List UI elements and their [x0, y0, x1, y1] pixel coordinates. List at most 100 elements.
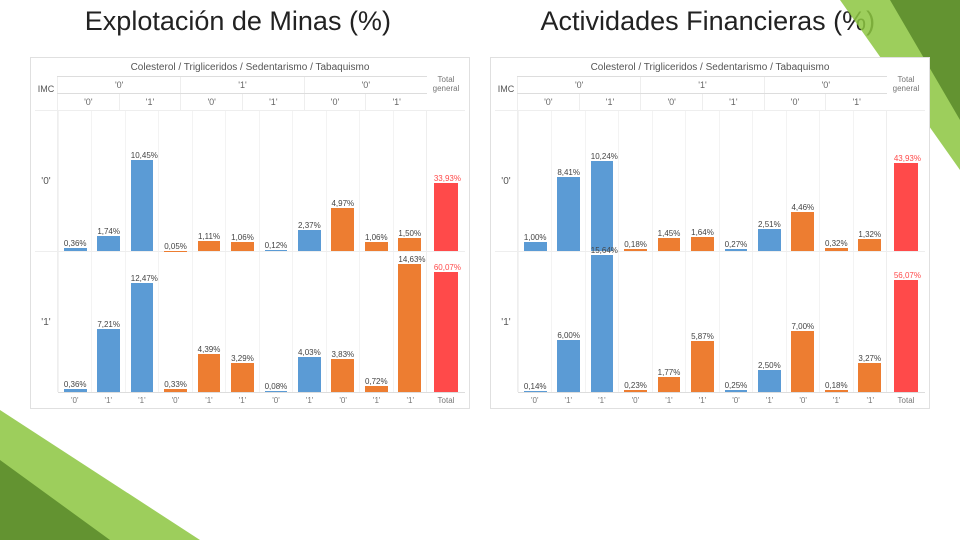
bar: 3,29%: [231, 363, 254, 392]
bar: 6,00%: [557, 340, 580, 393]
x-axis-label: '1': [686, 392, 720, 408]
bar-cell: 0,25%: [719, 252, 752, 392]
row-label: '0': [495, 111, 518, 251]
bar-value-label: 1,32%: [858, 230, 881, 239]
bar-cell: 4,03%: [292, 252, 325, 392]
header-sub-cell: '0': [180, 94, 242, 110]
x-axis-label: '1': [853, 392, 887, 408]
bar: 14,63%: [398, 264, 421, 392]
x-axis-label: '1': [820, 392, 854, 408]
header-sub-cell: '1': [702, 94, 764, 110]
bar: 5,87%: [691, 341, 714, 392]
bar-value-label: 5,87%: [691, 332, 714, 341]
bar: 4,03%: [298, 357, 321, 392]
bar-value-label: 0,72%: [365, 377, 388, 386]
bar: 1,00%: [524, 242, 547, 251]
bar-value-label: 1,11%: [198, 232, 221, 241]
bar: 1,74%: [97, 236, 120, 251]
total-value-label: 56,07%: [894, 271, 918, 280]
x-axis-label: '1': [360, 392, 394, 408]
bar-cell: 1,77%: [652, 252, 685, 392]
bar: 0,33%: [164, 389, 187, 392]
x-axis-label: '1': [192, 392, 226, 408]
bar-cell: 1,64%: [685, 111, 718, 251]
bar: 1,77%: [658, 377, 681, 392]
corner-decor-bottom: [0, 390, 200, 540]
total-bar: 56,07%: [894, 280, 918, 392]
bar-value-label: 3,83%: [331, 350, 354, 359]
bar-value-label: 0,14%: [524, 382, 547, 391]
bar: 10,45%: [131, 160, 154, 251]
bar-value-label: 1,06%: [365, 233, 388, 242]
bar: 2,50%: [758, 370, 781, 392]
header-sub-cell: '1': [579, 94, 641, 110]
bar-cell: 2,51%: [752, 111, 785, 251]
header-top-cell: '0': [57, 77, 180, 93]
header-sub-cell: '1': [825, 94, 887, 110]
header-sub-cell: '0': [57, 94, 119, 110]
bar-cell: 4,46%: [786, 111, 819, 251]
bar-cell: 10,45%: [125, 111, 158, 251]
bar: 0,18%: [624, 249, 647, 251]
bar-value-label: 12,47%: [131, 274, 154, 283]
header-sub-cell: '1': [242, 94, 304, 110]
bar-cell: 14,63%: [393, 252, 426, 392]
header-top-cell: '1': [640, 77, 763, 93]
bar-value-label: 0,25%: [725, 381, 748, 390]
bar-value-label: 3,27%: [858, 354, 881, 363]
bar: 2,51%: [758, 229, 781, 251]
bar-cell: 1,74%: [91, 111, 124, 251]
bar-cell: 0,27%: [719, 111, 752, 251]
x-axis-label: '0': [719, 392, 753, 408]
bar-value-label: 4,03%: [298, 348, 321, 357]
bar-value-label: 0,36%: [64, 380, 87, 389]
bar-value-label: 4,97%: [331, 199, 354, 208]
row-label: '1': [495, 252, 518, 392]
bar-value-label: 0,36%: [64, 239, 87, 248]
bar-value-label: 0,18%: [825, 381, 848, 390]
imc-label: IMC: [495, 84, 517, 94]
x-axis-label: '0': [58, 392, 92, 408]
x-axis-label: '1': [393, 392, 427, 408]
bar-cell: 0,05%: [158, 111, 191, 251]
x-axis-label: '1': [125, 392, 159, 408]
bar-cell: 0,18%: [618, 111, 651, 251]
bar-cell: 1,50%: [393, 111, 426, 251]
row-label: '0': [35, 111, 58, 251]
header-sub-cell: '0': [517, 94, 579, 110]
bar: 0,18%: [825, 390, 848, 392]
bar-value-label: 2,51%: [758, 220, 781, 229]
bar-value-label: 1,50%: [398, 229, 421, 238]
bar-value-label: 0,32%: [825, 239, 848, 248]
bar-value-label: 7,00%: [791, 322, 814, 331]
bar: 4,46%: [791, 212, 814, 251]
x-axis-label: '1': [585, 392, 619, 408]
bar: 0,27%: [725, 249, 748, 251]
x-axis-label: '0': [159, 392, 193, 408]
bar: 8,41%: [557, 177, 580, 251]
bar-value-label: 0,12%: [265, 241, 288, 250]
bar-value-label: 3,29%: [231, 354, 254, 363]
bar-value-label: 6,00%: [557, 331, 580, 340]
x-axis-total-label: Total: [427, 392, 465, 408]
bar-value-label: 1,77%: [658, 368, 681, 377]
total-bar: 43,93%: [894, 163, 918, 251]
bar-value-label: 0,05%: [164, 242, 187, 251]
bar-cell: 12,47%: [125, 252, 158, 392]
bar-cell: 1,06%: [359, 111, 392, 251]
x-axis-label: '0': [326, 392, 360, 408]
bar-cell: 3,27%: [853, 252, 886, 392]
bar-value-label: 0,18%: [624, 240, 647, 249]
bar: 2,37%: [298, 230, 321, 251]
bar-cell: 1,32%: [853, 111, 886, 251]
x-axis-total-label: Total: [887, 392, 925, 408]
bar: 0,25%: [725, 390, 748, 392]
bar: 0,12%: [265, 250, 288, 251]
x-axis-label: '1': [652, 392, 686, 408]
x-axis-label: '0': [518, 392, 552, 408]
bar-value-label: 14,63%: [398, 255, 421, 264]
bar-cell: 2,37%: [292, 111, 325, 251]
bar-value-label: 4,39%: [198, 345, 221, 354]
total-header: Total general: [427, 76, 465, 94]
header-sub-cell: '0': [304, 94, 366, 110]
